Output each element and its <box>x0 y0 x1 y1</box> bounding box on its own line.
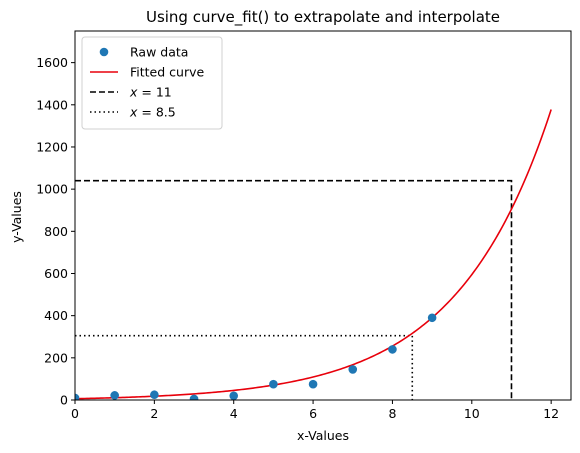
legend: Raw data Fitted curve x = 11 x = 8.5 <box>81 36 223 130</box>
data-point <box>269 379 278 389</box>
x-tick-label: 8 <box>388 406 396 421</box>
x-tick-label: 6 <box>309 406 317 421</box>
x-tick-label: 2 <box>150 406 158 421</box>
y-axis-label: y-Values <box>9 191 24 243</box>
legend-label: x = 11 <box>129 85 172 100</box>
data-point <box>348 365 358 374</box>
data-point <box>388 345 397 354</box>
y-tick-label: 0 <box>60 393 68 408</box>
y-tick-label: 1600 <box>36 55 68 70</box>
y-tick-label: 1000 <box>36 182 68 197</box>
x-tick-label: 12 <box>543 406 559 421</box>
y-tick-label: 400 <box>44 308 68 323</box>
data-point <box>427 313 437 323</box>
legend-label: Fitted curve <box>130 65 204 80</box>
y-tick-label: 600 <box>44 266 68 281</box>
reference-line-dashed <box>75 179 513 400</box>
y-tick-label: 200 <box>44 350 68 365</box>
fitted-curve-line <box>75 109 552 400</box>
legend-marker-raw-data <box>99 47 109 57</box>
axes-frame <box>74 30 572 401</box>
x-tick-label: 0 <box>71 406 79 421</box>
legend-label: Raw data <box>130 45 188 60</box>
x-axis-label: x-Values <box>297 428 349 443</box>
y-tick-label: 1200 <box>36 139 68 154</box>
data-point <box>150 390 159 400</box>
y-tick-label: 1400 <box>36 97 68 112</box>
reference-line-dotted <box>75 334 414 400</box>
plot-content <box>75 109 552 400</box>
y-tick-label: 800 <box>44 224 68 239</box>
data-point <box>75 393 80 400</box>
legend-label: x = 8.5 <box>129 105 176 120</box>
legend-box <box>81 36 223 130</box>
x-tick-label: 4 <box>230 406 238 421</box>
data-point <box>189 394 199 400</box>
x-tick-label: 10 <box>464 406 480 421</box>
data-point <box>308 379 318 389</box>
chart-title: Using curve_fit() to extrapolate and int… <box>146 8 500 27</box>
data-point <box>229 391 239 400</box>
data-point <box>110 391 119 400</box>
y-axis: 0 200 400 600 800 1000 1200 1400 1600 <box>36 55 75 408</box>
x-axis: 0 2 4 6 8 10 12 <box>71 400 559 421</box>
plot-area <box>75 109 552 400</box>
